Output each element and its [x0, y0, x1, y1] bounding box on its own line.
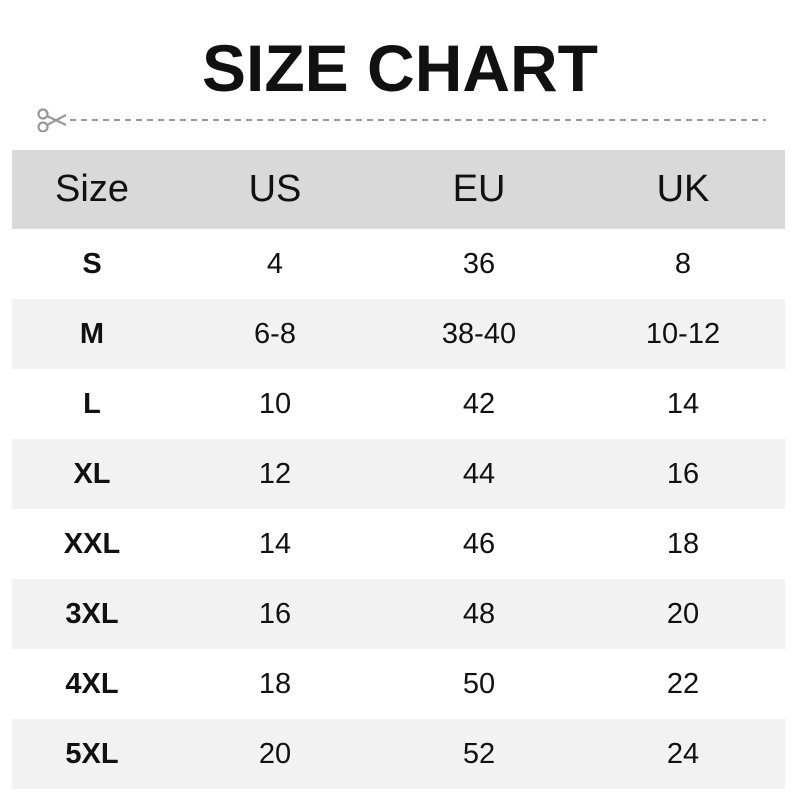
cell-size: 3XL: [65, 597, 119, 630]
cell-eu: 44: [462, 457, 496, 490]
table-row: XXL 14 46 18: [12, 509, 785, 579]
cell-us: 14: [258, 527, 292, 560]
header-us: US: [248, 168, 302, 210]
cell-uk: 14: [666, 387, 700, 420]
cell-us: 4: [266, 247, 284, 280]
cut-line: [37, 108, 766, 132]
cell-uk: 22: [666, 667, 700, 700]
cell-uk: 16: [666, 457, 700, 490]
cell-uk: 24: [666, 737, 700, 770]
cell-eu: 50: [462, 667, 496, 700]
header-uk: UK: [656, 168, 710, 210]
table-row: M 6-8 38-40 10-12: [12, 299, 785, 369]
cell-uk: 8: [674, 247, 692, 280]
cell-us: 16: [258, 597, 292, 630]
cell-eu: 38-40: [441, 317, 517, 350]
table-row: 4XL 18 50 22: [12, 649, 785, 719]
cell-eu: 42: [462, 387, 496, 420]
cell-us: 18: [258, 667, 292, 700]
table-row: L 10 42 14: [12, 369, 785, 439]
cell-uk: 20: [666, 597, 700, 630]
table-row: 5XL 20 52 24: [12, 719, 785, 789]
table-row: S 4 36 8: [12, 229, 785, 299]
table-row: XL 12 44 16: [12, 439, 785, 509]
scissors-icon: [37, 108, 67, 132]
cell-size: 5XL: [65, 737, 119, 770]
cell-uk: 18: [666, 527, 700, 560]
cell-size: M: [79, 317, 105, 350]
cell-eu: 48: [462, 597, 496, 630]
cell-size: XXL: [63, 527, 121, 560]
cell-size: L: [83, 387, 101, 420]
header-size: Size: [55, 168, 129, 210]
cell-size: S: [82, 247, 102, 280]
page-title: SIZE CHART: [202, 31, 598, 105]
cell-eu: 46: [462, 527, 496, 560]
cell-us: 20: [258, 737, 292, 770]
size-table: Size US EU UK S 4 36 8 M 6-8 38-40 10-12 L 10 42 14…: [12, 150, 785, 789]
table-header: Size US EU UK: [12, 150, 785, 229]
header-eu: EU: [452, 168, 506, 210]
cell-us: 12: [258, 457, 292, 490]
cell-us: 6-8: [254, 317, 296, 350]
cell-eu: 36: [462, 247, 496, 280]
cell-eu: 52: [462, 737, 496, 770]
cell-size: XL: [73, 457, 111, 490]
table-row: 3XL 16 48 20: [12, 579, 785, 649]
cell-uk: 10-12: [645, 317, 721, 350]
cell-size: 4XL: [65, 667, 119, 700]
cell-us: 10: [258, 387, 292, 420]
